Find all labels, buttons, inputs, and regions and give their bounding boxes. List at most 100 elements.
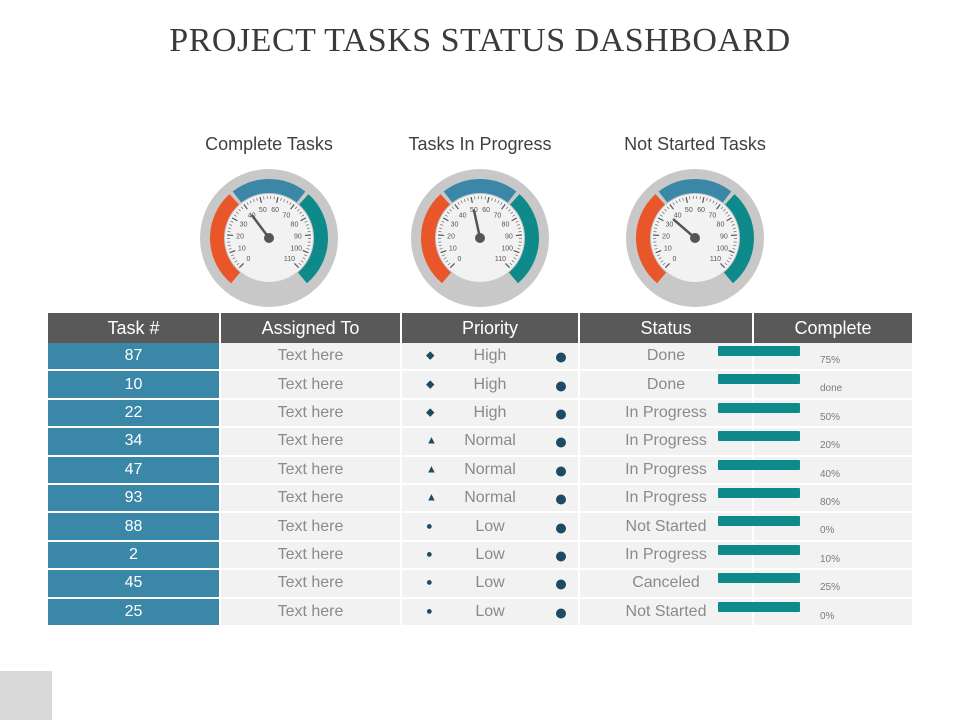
gauge-tick xyxy=(449,208,452,212)
priority-dot-icon xyxy=(556,352,566,363)
gauge-tick-label: 30 xyxy=(240,222,248,229)
gauge-tick-label: 70 xyxy=(493,212,501,219)
gauge-tick-label: 20 xyxy=(447,233,455,240)
gauge-title: Tasks In Progress xyxy=(408,134,552,154)
priority-cell: ▲ Normal xyxy=(402,456,580,485)
gauge-tick-label: 110 xyxy=(710,256,721,263)
gauge-tick-label: 10 xyxy=(449,246,457,253)
gauge-tick xyxy=(238,263,244,269)
gauge-tick-label: 10 xyxy=(238,246,246,253)
complete-cell: 40% xyxy=(718,456,912,485)
priority-label: Low xyxy=(475,574,505,592)
priority-dot-icon xyxy=(556,437,566,448)
gauge-tick-label: 0 xyxy=(673,256,677,263)
gauge-tick xyxy=(505,206,509,210)
table-row: 22 Text here ◆ High In Progress 50% xyxy=(48,399,912,429)
triangle-icon: ▲ xyxy=(426,491,437,504)
gauge-tick xyxy=(685,196,688,203)
gauge-tick-label: 90 xyxy=(720,233,728,240)
gauge-tick xyxy=(442,217,449,222)
task-number: 34 xyxy=(48,428,221,457)
gauge-tick xyxy=(726,217,733,222)
gauge-tick xyxy=(243,204,248,210)
gauge-title: Complete Tasks xyxy=(205,134,333,154)
gauge-tick-label: 80 xyxy=(717,222,725,229)
table-header-row: Task # Assigned To Priority Status Compl… xyxy=(48,313,912,343)
gauge-tick xyxy=(517,248,521,250)
priority-label: Normal xyxy=(464,460,516,478)
gauge-tick xyxy=(231,217,238,222)
gauge-tick-label: 40 xyxy=(674,212,682,219)
gauge-tick xyxy=(238,208,241,212)
gauge-tick xyxy=(227,244,231,247)
gauge-tick-label: 30 xyxy=(666,222,674,229)
task-number: 22 xyxy=(48,399,221,429)
gauge-title: Not Started Tasks xyxy=(624,134,766,154)
circle-icon: ● xyxy=(426,576,433,589)
task-number: 25 xyxy=(48,598,221,627)
gauge-tick-label: 110 xyxy=(495,256,506,263)
gauge-tick xyxy=(515,254,519,257)
priority-cell: ● Low xyxy=(402,570,580,599)
gauge-tick xyxy=(654,227,658,229)
gauge-tick xyxy=(451,206,455,210)
gauge-tick xyxy=(675,200,678,204)
complete-bar xyxy=(718,459,800,470)
diamond-icon: ◆ xyxy=(426,378,435,391)
circle-icon: ● xyxy=(426,605,433,618)
gauge-tick xyxy=(307,244,311,247)
task-number: 47 xyxy=(48,456,221,485)
gauge-tick xyxy=(467,197,469,201)
gauge-tick-label: 70 xyxy=(282,212,290,219)
complete-bar xyxy=(718,516,800,527)
gauge-tick xyxy=(672,202,675,206)
priority-dot-icon xyxy=(556,494,566,505)
gauge-tick xyxy=(731,224,735,226)
gauge-tick xyxy=(306,248,310,250)
gauge-tick xyxy=(463,198,466,202)
gauge-tick xyxy=(439,227,443,229)
gauge-tick xyxy=(280,197,282,201)
gauge-tick xyxy=(229,224,233,226)
gauge-tick xyxy=(726,260,730,263)
gauge-tick xyxy=(728,250,735,254)
gauge-tick xyxy=(240,206,244,210)
table-row: 93 Text here ▲ Normal In Progress 80% xyxy=(48,484,912,514)
complete-cell: done xyxy=(718,371,912,400)
triangle-icon: ▲ xyxy=(426,463,437,476)
table-row: 88 Text here ● Low Not Started 0% xyxy=(48,513,912,542)
gauge-tick xyxy=(720,263,726,269)
gauge-tick xyxy=(249,200,252,204)
gauge-tick xyxy=(256,197,258,201)
gauge-tick xyxy=(235,211,239,214)
gauge-tick xyxy=(723,208,726,212)
complete-cell: 80% xyxy=(718,484,912,514)
gauge-tick xyxy=(305,224,309,226)
gauge-tick xyxy=(449,263,455,269)
priority-dot-icon xyxy=(556,409,566,420)
gauge-tick xyxy=(659,214,663,217)
gauge-tick xyxy=(724,262,728,266)
gauge-tick xyxy=(487,196,490,203)
gauge-tick xyxy=(454,204,459,210)
priority-dot-icon xyxy=(556,523,566,534)
gauge-tick xyxy=(500,202,503,206)
complete-cell: 10% xyxy=(718,541,912,571)
header-task: Task # xyxy=(48,313,221,343)
gauge-tick-label: 0 xyxy=(247,256,251,263)
complete-cell: 25% xyxy=(718,570,912,599)
gauge-tick xyxy=(656,254,660,257)
header-priority: Priority xyxy=(402,313,580,343)
gauge-tick-label: 50 xyxy=(259,207,267,214)
gauge-tick-label: 90 xyxy=(294,233,302,240)
gauge-tick xyxy=(517,227,521,229)
gauge-tick-label: 60 xyxy=(697,207,705,214)
gauge-tick xyxy=(508,208,511,212)
priority-label: Low xyxy=(475,602,505,620)
priority-cell: ◆ High xyxy=(402,343,580,372)
gauge-tick xyxy=(306,227,310,229)
complete-value: 20% xyxy=(820,440,841,452)
task-number: 45 xyxy=(48,570,221,599)
